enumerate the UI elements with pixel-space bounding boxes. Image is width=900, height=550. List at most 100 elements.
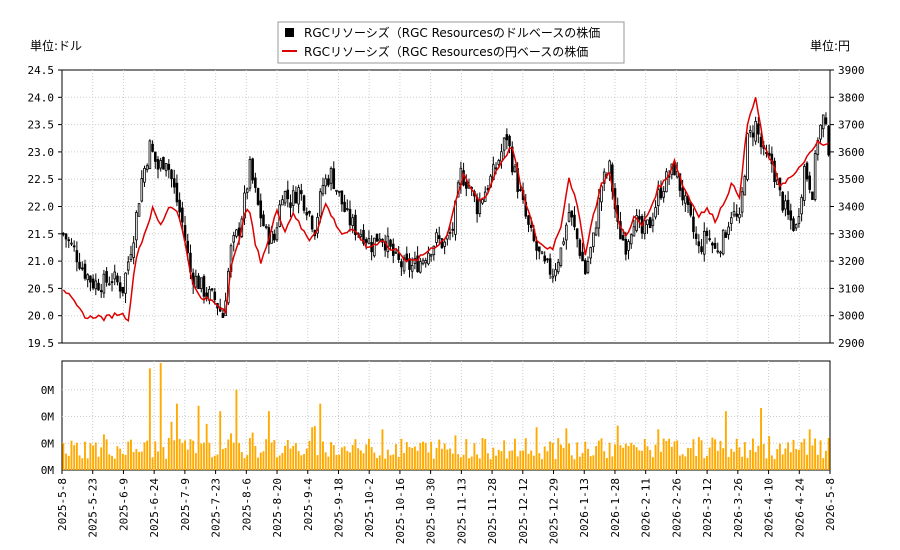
candle-body: [335, 189, 338, 192]
candle-body: [700, 246, 703, 253]
candle-body: [329, 167, 333, 184]
volume-bar: [641, 450, 644, 470]
left-tick-label: 23.0: [28, 146, 55, 159]
candle-body: [99, 290, 103, 293]
volume-bar: [473, 443, 476, 470]
volume-bar: [65, 453, 68, 470]
candle-body: [751, 132, 755, 138]
candle-body: [210, 288, 214, 291]
volume-bar: [262, 451, 265, 470]
volume-bar: [140, 451, 143, 470]
volume-bar: [662, 438, 665, 470]
volume-bar: [284, 445, 287, 470]
candle-body: [75, 250, 79, 263]
volume-bar: [822, 458, 825, 470]
volume-bar: [559, 444, 562, 470]
candle-body: [540, 251, 544, 255]
candle-body: [575, 228, 579, 240]
volume-bar: [138, 451, 141, 470]
legend-usd-label: RGCリソーシズ（RGC Resourcesのドルベースの株価: [304, 25, 600, 40]
volume-bar: [92, 445, 95, 470]
candle-body: [289, 202, 292, 208]
candle-body: [757, 123, 760, 135]
volume-bar: [624, 443, 627, 470]
candle-body: [148, 140, 152, 170]
candle-body: [465, 181, 468, 189]
volume-bar: [97, 456, 100, 470]
candle-body: [583, 260, 587, 275]
candle-body: [308, 210, 311, 214]
legend: RGCリソーシズ（RGC Resourcesのドルベースの株価 RGCリソーシズ…: [277, 21, 625, 64]
volume-bar: [784, 448, 787, 470]
volume-bar: [643, 439, 646, 470]
volume-bar: [170, 421, 173, 470]
volume-bar: [446, 449, 449, 470]
candle-body: [254, 177, 257, 188]
volume-bar: [646, 446, 649, 470]
candle-body: [481, 199, 484, 204]
candle-body: [538, 246, 541, 252]
volume-bar: [132, 452, 135, 470]
volume-bar: [121, 453, 124, 470]
candle-body: [362, 229, 365, 244]
candle-body: [354, 214, 357, 236]
candle-body: [78, 261, 81, 269]
date-tick-label: 2025-5-23: [87, 478, 100, 538]
candle-body: [367, 238, 371, 244]
volume-bar: [508, 450, 511, 470]
volume-bar: [665, 440, 668, 470]
candle-body: [643, 220, 647, 235]
volume-bar: [495, 455, 497, 470]
candle-body: [197, 275, 200, 290]
candle-body: [594, 227, 598, 236]
candle-body: [373, 237, 376, 257]
volume-bar: [173, 440, 176, 470]
volume-bar: [162, 447, 165, 470]
volume-bar: [346, 450, 349, 470]
volume-bar: [278, 455, 281, 470]
candle-body: [827, 125, 830, 156]
volume-bar: [803, 438, 806, 470]
volume-bar: [324, 452, 327, 470]
candle-body: [497, 160, 501, 165]
candle-body: [251, 158, 254, 181]
candle-body: [359, 233, 363, 237]
volume-bar: [554, 458, 557, 470]
left-tick-label: 20.0: [28, 310, 55, 323]
volume-bar: [408, 447, 411, 470]
candle-body: [716, 250, 720, 253]
volume-bar: [703, 458, 706, 470]
volume-bar: [381, 429, 384, 470]
volume-bar: [159, 363, 162, 470]
volume-panel: 0M 0M 0M 0M: [41, 360, 831, 477]
volume-bar: [127, 441, 130, 470]
date-tick-label: 2026-2-11: [640, 478, 653, 538]
volume-bar: [294, 443, 297, 470]
volume-bar: [587, 448, 589, 470]
volume-bar: [94, 442, 97, 470]
volume-bar: [503, 440, 506, 470]
right-tick-label: 3500: [838, 173, 865, 186]
volume-bar: [75, 442, 78, 470]
volume-bar: [578, 456, 581, 470]
candle-body: [586, 261, 590, 273]
volume-bar: [651, 457, 654, 470]
volume-bar: [400, 438, 403, 470]
candle-body: [648, 217, 652, 229]
jpy-price-line: [62, 97, 829, 323]
volume-bar: [232, 442, 235, 470]
candle-body: [657, 189, 660, 206]
volume-bar: [754, 452, 757, 470]
volume-bar: [370, 447, 373, 470]
candle-body: [694, 233, 698, 240]
candle-body: [135, 212, 138, 241]
volume-bar: [689, 448, 692, 470]
candle-body: [245, 188, 249, 193]
candle-body: [302, 195, 306, 211]
volume-bar: [616, 425, 619, 470]
volume-bar: [514, 438, 516, 470]
candle-body: [348, 209, 352, 226]
price-gridlines: [62, 70, 830, 343]
date-tick-label: 2026-3-26: [732, 478, 745, 538]
volume-bar: [687, 447, 689, 470]
